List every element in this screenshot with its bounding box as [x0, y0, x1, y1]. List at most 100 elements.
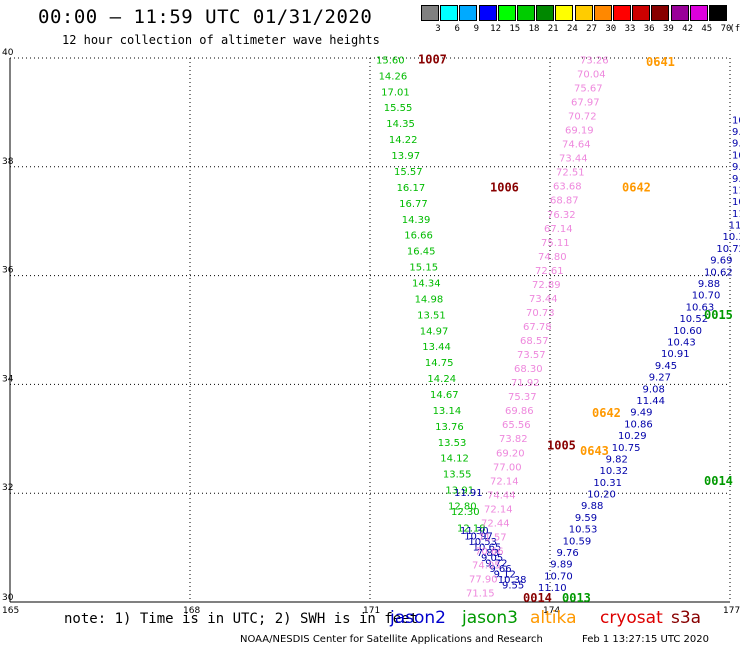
wave-height-label: 9.88	[581, 501, 603, 512]
wave-height-label: 11.59	[732, 185, 740, 196]
y-tick-label: 34	[2, 374, 14, 384]
scale-swatch	[555, 5, 574, 21]
scale-label: 18	[528, 24, 540, 34]
y-tick-label: 38	[2, 157, 14, 167]
scale-label: 33	[624, 24, 636, 34]
wave-height-label: 75.67	[574, 83, 603, 94]
wave-height-label: 11.91	[454, 488, 483, 499]
wave-height-label: 11.26	[732, 209, 740, 220]
wave-height-label: 70.04	[577, 69, 606, 80]
wave-height-label: 77.90	[469, 575, 498, 586]
wave-height-label: 70.72	[568, 112, 597, 123]
generated-timestamp: Feb 1 13:27:15 UTC 2020	[582, 634, 709, 645]
scale-label: 30	[605, 24, 617, 34]
wave-height-label: 9.05	[481, 553, 503, 564]
scale-label: 24	[566, 24, 578, 34]
scale-label: 27	[586, 24, 598, 34]
scale-label: 12	[490, 24, 502, 34]
wave-height-label: 12.18	[457, 523, 486, 534]
wave-height-label: 69.20	[496, 448, 525, 459]
wave-height-label: 13.44	[422, 342, 451, 353]
pass-label: 0642	[622, 180, 651, 194]
wave-height-label: 10.32	[723, 232, 740, 243]
scale-swatch	[497, 5, 516, 21]
wave-height-label: 72.89	[532, 280, 561, 291]
scale-label: 42	[682, 24, 694, 34]
wave-height-label: 9.27	[649, 373, 671, 384]
legend-cryosat: cryosat	[600, 608, 663, 628]
wave-height-label: 16.17	[397, 183, 426, 194]
scale-swatch	[613, 5, 631, 21]
y-tick-label: 32	[2, 483, 13, 493]
pass-label: 1005	[547, 439, 576, 453]
legend-jason2: jason2	[390, 608, 446, 628]
wave-height-label: 9.66	[489, 564, 511, 575]
scale-swatch	[421, 5, 439, 21]
wave-height-label: 14.97	[420, 326, 449, 337]
y-tick-label: 36	[2, 266, 14, 276]
footer-note: note: 1) Time is in UTC; 2) SWH is in fe…	[64, 611, 419, 627]
wave-height-label: 10.75	[612, 443, 641, 454]
wave-height-label: 10.72	[716, 244, 740, 255]
x-tick-label: 177	[723, 606, 740, 616]
wave-height-label: 10.43	[667, 338, 696, 349]
wave-height-label: 13.14	[433, 406, 462, 417]
wave-height-label: 14.39	[402, 215, 431, 226]
wave-height-label: 9.55	[502, 580, 524, 591]
wave-height-label: 11.44	[636, 396, 665, 407]
wave-height-label: 11.30	[460, 526, 489, 537]
wave-height-label: 14.75	[425, 358, 454, 369]
page-subtitle: 12 hour collection of altimeter wave hei…	[62, 33, 380, 47]
wave-height-label: 9.49	[630, 408, 652, 419]
wave-height-label: 10.59	[563, 536, 592, 547]
wave-height-label: 72.14	[484, 504, 513, 515]
wave-height-label: 67.14	[544, 224, 573, 235]
scale-swatch	[709, 5, 727, 21]
pass-label: 0643	[580, 444, 609, 458]
wave-height-label: 76.32	[547, 210, 576, 221]
wave-height-label: 10.63	[686, 302, 715, 313]
scale-swatch	[440, 5, 459, 21]
pass-label: 0642	[592, 406, 621, 420]
wave-height-label: 11.44	[729, 221, 740, 232]
x-tick-label: 165	[2, 606, 19, 616]
wave-height-label: 71.57	[478, 532, 507, 543]
wave-height-label: 9.12	[494, 570, 516, 581]
wave-height-label: 9.08	[643, 384, 665, 395]
wave-height-label: 10.86	[624, 419, 653, 430]
scale-swatch	[670, 5, 689, 21]
wave-height-label: 63.68	[553, 182, 582, 193]
scale-swatch	[689, 5, 708, 21]
wave-height-label: 9.90	[732, 139, 740, 150]
wave-height-label: 10.70	[692, 291, 721, 302]
wave-height-label: 13.97	[391, 151, 420, 162]
wave-height-label: 74.80	[538, 252, 567, 263]
wave-height-label: 72.44	[481, 518, 510, 529]
wave-height-label: 13.55	[443, 470, 472, 481]
wave-height-label: 13.53	[438, 438, 467, 449]
pass-label: 0014	[523, 591, 552, 605]
wave-height-label: 15.60	[376, 55, 405, 66]
wave-height-label: 68.57	[520, 336, 549, 347]
wave-height-label: 14.35	[386, 119, 415, 130]
scale-swatch	[536, 5, 555, 21]
wave-height-label: 9.45	[655, 361, 677, 372]
wave-height-label: 69.86	[505, 406, 534, 417]
wave-height-label: 9.82	[606, 454, 628, 465]
x-tick-label: 171	[363, 606, 380, 616]
wave-height-label: 73.44	[559, 154, 588, 165]
wave-height-label: 10.65	[473, 542, 502, 553]
wave-height-label: 10.29	[618, 431, 647, 442]
wave-height-label: 16.77	[399, 199, 428, 210]
pass-label: 1006	[490, 180, 519, 194]
wave-height-label: 10.62	[704, 267, 733, 278]
wave-height-label: 14.34	[412, 278, 441, 289]
wave-height-label: 10.31	[593, 478, 622, 489]
scale-swatch	[632, 5, 651, 21]
wave-height-label: 12.80	[448, 502, 477, 513]
wave-height-label: 10.60	[673, 326, 702, 337]
wave-height-label: 17.01	[381, 87, 410, 98]
wave-height-label: 10.38	[498, 575, 527, 586]
scale-swatch	[517, 5, 535, 21]
